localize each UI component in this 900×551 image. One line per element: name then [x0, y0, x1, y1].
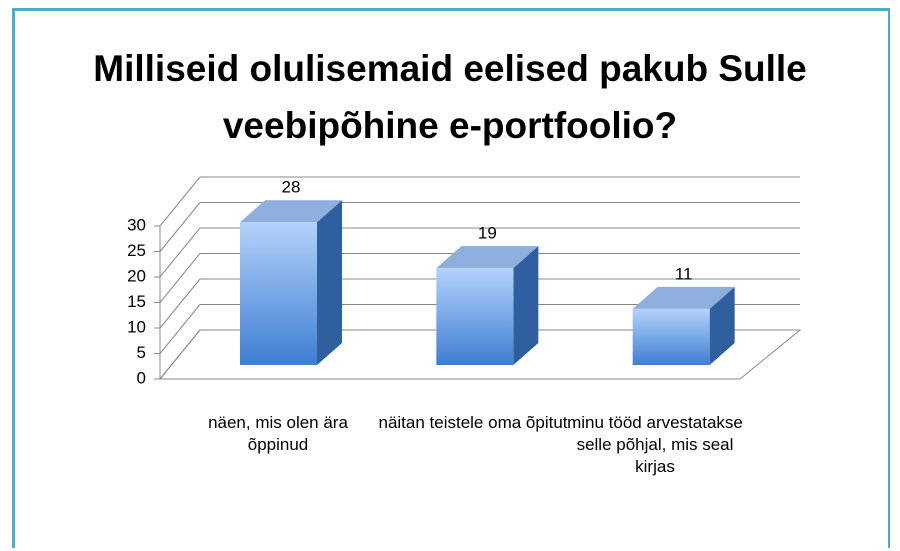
value-label: 11 [675, 264, 693, 283]
y-tick-label: 30 [127, 215, 146, 234]
grid-line [159, 202, 201, 252]
frame [12, 8, 890, 548]
bar-face [317, 200, 342, 365]
bar-face [240, 200, 342, 223]
bar-face [632, 286, 735, 309]
bar [240, 200, 342, 365]
chart-title: Milliseid olulisemaid eelised pakub Sull… [93, 48, 807, 146]
x-tick-label: näen, mis olen ära õppinud [208, 413, 348, 454]
y-tick-label: 0 [137, 368, 146, 387]
grid-line [159, 253, 201, 303]
bar-face [240, 222, 317, 365]
grid-line [159, 329, 201, 380]
grid-line [159, 304, 201, 354]
y-tick-label: 10 [127, 317, 146, 336]
y-tick-label: 20 [127, 266, 146, 285]
value-label: 19 [478, 224, 497, 243]
bar-face [436, 246, 539, 269]
x-tick-label: näitan teistele oma õpitut [378, 413, 568, 432]
grid-line [159, 278, 201, 329]
x-tick-label: minu tööd arvestatakse selle põhjal, mis… [567, 413, 743, 476]
y-tick-label: 5 [137, 343, 146, 362]
y-tick-label: 25 [127, 241, 146, 260]
bar-face [632, 308, 710, 365]
bar-face [709, 286, 735, 365]
grid-line [159, 176, 201, 227]
y-tick-label: 15 [127, 292, 146, 311]
grid-line [159, 227, 201, 278]
bar [632, 286, 735, 365]
bar-face [513, 246, 539, 365]
bar [436, 246, 539, 365]
value-label: 28 [282, 178, 301, 197]
bar-face [436, 268, 514, 365]
